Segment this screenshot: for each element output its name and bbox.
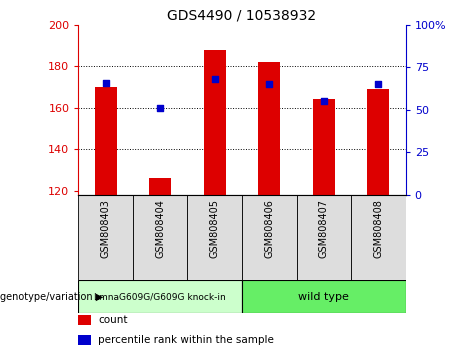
Bar — [78, 280, 242, 314]
Bar — [242, 195, 296, 280]
Text: genotype/variation ▶: genotype/variation ▶ — [0, 292, 103, 302]
Text: GSM808408: GSM808408 — [373, 199, 384, 258]
Bar — [204, 50, 226, 195]
Text: wild type: wild type — [298, 292, 349, 302]
Bar — [78, 335, 91, 345]
Text: GSM808404: GSM808404 — [155, 199, 165, 258]
Text: count: count — [98, 315, 128, 325]
Point — [157, 105, 164, 111]
Bar — [149, 178, 171, 195]
Text: GSM808406: GSM808406 — [264, 199, 274, 258]
Bar — [95, 87, 117, 195]
Point — [375, 81, 382, 87]
Point — [320, 98, 327, 104]
Bar — [367, 89, 389, 195]
Bar — [258, 62, 280, 195]
Bar — [351, 195, 406, 280]
Bar — [296, 195, 351, 280]
Point — [211, 76, 219, 82]
Bar — [242, 280, 406, 314]
Text: percentile rank within the sample: percentile rank within the sample — [98, 335, 274, 345]
Text: GSM808403: GSM808403 — [100, 199, 111, 258]
Text: LmnaG609G/G609G knock-in: LmnaG609G/G609G knock-in — [95, 292, 226, 301]
Bar — [78, 195, 133, 280]
Title: GDS4490 / 10538932: GDS4490 / 10538932 — [167, 8, 317, 22]
Text: GSM808407: GSM808407 — [319, 199, 329, 258]
Bar — [133, 195, 188, 280]
Text: GSM808405: GSM808405 — [210, 199, 220, 258]
Bar — [313, 99, 335, 195]
Point — [102, 80, 109, 85]
Bar — [78, 315, 91, 325]
Bar — [188, 195, 242, 280]
Point — [266, 81, 273, 87]
